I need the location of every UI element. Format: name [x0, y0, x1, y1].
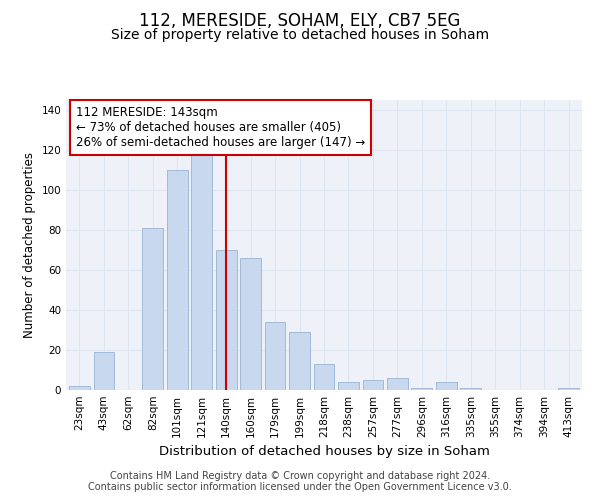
Bar — [142, 228, 163, 390]
Y-axis label: Number of detached properties: Number of detached properties — [23, 152, 36, 338]
Bar — [314, 364, 334, 390]
Text: Size of property relative to detached houses in Soham: Size of property relative to detached ho… — [111, 28, 489, 42]
Bar — [69, 386, 90, 390]
Bar — [289, 332, 310, 390]
Bar — [436, 382, 457, 390]
Bar — [460, 388, 481, 390]
Bar — [216, 250, 236, 390]
Bar — [558, 388, 579, 390]
Bar — [167, 170, 188, 390]
Text: 112 MERESIDE: 143sqm
← 73% of detached houses are smaller (405)
26% of semi-deta: 112 MERESIDE: 143sqm ← 73% of detached h… — [76, 106, 365, 149]
Bar — [265, 322, 286, 390]
Bar — [387, 378, 408, 390]
X-axis label: Distribution of detached houses by size in Soham: Distribution of detached houses by size … — [158, 446, 490, 458]
Bar — [362, 380, 383, 390]
Text: 112, MERESIDE, SOHAM, ELY, CB7 5EG: 112, MERESIDE, SOHAM, ELY, CB7 5EG — [139, 12, 461, 30]
Bar — [191, 122, 212, 390]
Bar — [338, 382, 359, 390]
Bar — [412, 388, 432, 390]
Bar — [240, 258, 261, 390]
Bar — [94, 352, 114, 390]
Text: Contains HM Land Registry data © Crown copyright and database right 2024.
Contai: Contains HM Land Registry data © Crown c… — [88, 471, 512, 492]
